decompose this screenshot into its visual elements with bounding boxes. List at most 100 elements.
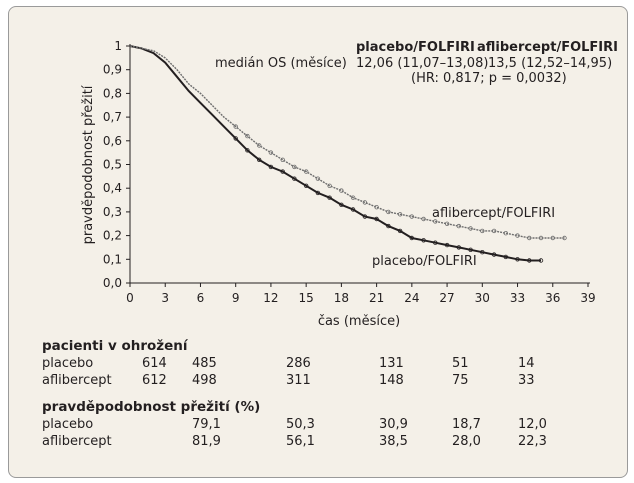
risk-value: 131 [379,356,404,371]
censor-mark-aflibercept [245,133,250,139]
y-tick-label: 0,3 [103,205,122,219]
risk-table-title: pacienti v ohrožení [42,338,188,354]
censor-mark-placebo [527,258,532,263]
censor-mark-placebo [280,169,285,174]
chart-labels: čas (měsíce) pravděpodobnost přežití pla… [81,40,618,329]
censor-mark-placebo [350,207,356,212]
censor-mark-placebo [374,216,379,222]
survival-row-placebo: placebo 79,1 50,3 30,9 18,7 12,0 [42,416,602,433]
censor-mark-placebo [327,195,332,200]
survival-value: 28,0 [452,434,481,449]
annotation-col2-header: aflibercept/FOLFIRI [477,40,618,55]
annotation-hr: (HR: 0,817; p = 0,0032) [411,71,567,86]
annotation-col1-value: 12,06 (11,07–13,08) [356,56,488,71]
x-tick-label: 6 [197,291,205,305]
censor-mark-aflibercept [304,169,309,174]
censor-mark-aflibercept [503,230,508,236]
annotation-col1-header: placebo/FOLFIRI [356,40,475,55]
censor-mark-aflibercept [468,226,473,231]
censor-mark-placebo [421,238,426,243]
censor-mark-placebo [480,249,485,255]
censor-mark-placebo [233,136,238,141]
censor-mark-aflibercept [315,176,321,181]
x-tick-label: 24 [404,291,419,305]
censor-mark-aflibercept [421,216,426,222]
x-tick-label: 15 [299,291,314,305]
censor-mark-placebo [304,183,309,188]
y-tick-label: 1 [114,39,122,53]
censor-mark-aflibercept [491,228,497,234]
x-tick-label: 33 [510,291,525,305]
survival-row-label: placebo [42,417,94,432]
censor-mark-aflibercept [480,228,485,234]
censor-mark-placebo [362,214,368,219]
censor-mark-aflibercept [538,235,544,241]
x-tick-label: 21 [369,291,384,305]
y-axis-label: pravděpodobnost přežití [81,85,96,244]
risk-value: 286 [286,356,311,371]
risk-value: 51 [452,356,469,371]
annotation-col2-value: 13,5 (12,52–14,95) [488,56,612,71]
censor-mark-placebo [538,258,544,263]
censor-mark-placebo [257,157,262,162]
censor-mark-aflibercept [339,188,344,193]
risk-row-label: placebo [42,356,94,371]
censor-mark-placebo [386,223,391,229]
censor-mark-aflibercept [350,195,356,200]
x-axis-label: čas (měsíce) [318,314,400,329]
survival-chart: 0 3 6 9 12 15 18 21 24 27 30 33 36 390,00,10,20,30,40… [81,39,618,329]
censor-mark-aflibercept [374,204,379,210]
risk-value: 485 [192,356,217,371]
survival-table: pravděpodobnost přežití (%) placebo 79,1… [42,399,602,450]
y-tick-label: 0,4 [103,181,122,195]
y-tick-label: 0,7 [103,110,122,124]
x-tick-label: 12 [263,291,278,305]
risk-value: 33 [518,373,535,388]
curve-label-aflibercept: aflibercept/FOLFIRI [432,206,555,221]
censor-mark-aflibercept [386,209,391,215]
censor-mark-aflibercept [515,233,520,238]
x-tick-label: 39 [580,291,595,305]
censor-mark-placebo [315,190,321,196]
censor-mark-aflibercept [233,124,238,129]
risk-table: pacienti v ohrožení placebo 614 485 286 … [42,338,602,389]
survival-value: 56,1 [286,434,315,449]
censor-mark-aflibercept [280,157,285,162]
risk-value: 14 [518,356,535,371]
x-tick-label: 9 [232,291,240,305]
censor-mark-placebo [433,240,438,245]
survival-value: 50,3 [286,417,315,432]
survival-value: 38,5 [379,434,408,449]
risk-value: 311 [286,373,311,388]
y-tick-label: 0,2 [103,229,122,243]
y-tick-label: 0,0 [103,276,122,290]
censor-mark-placebo [397,228,403,234]
survival-value: 30,9 [379,417,408,432]
censor-mark-aflibercept [562,235,567,241]
survival-value: 22,3 [518,434,547,449]
risk-value: 612 [142,373,167,388]
risk-row-label: aflibercept [42,373,112,388]
censor-mark-placebo [409,235,414,241]
censor-mark-aflibercept [409,214,414,219]
censor-mark-placebo [491,252,497,257]
y-tick-label: 0,1 [103,252,122,266]
survival-value: 12,0 [518,417,547,432]
censor-mark-placebo [468,247,473,252]
risk-value: 75 [452,373,469,388]
censor-mark-aflibercept [257,143,262,148]
risk-value: 614 [142,356,167,371]
survival-value: 18,7 [452,417,481,432]
censor-mark-aflibercept [444,221,450,226]
survival-value: 79,1 [192,417,221,432]
chart-axes: 0 3 6 9 12 15 18 21 24 27 30 33 36 390,00,10,20,30,40… [103,39,596,305]
x-tick-label: 3 [161,291,169,305]
censor-mark-aflibercept [362,200,368,205]
censor-mark-aflibercept [268,150,274,155]
censor-mark-placebo [268,164,274,170]
censor-mark-placebo [339,202,344,207]
annotation-row-label: medián OS (měsíce) [215,56,347,71]
censor-mark-aflibercept [456,223,461,229]
curve-label-placebo: placebo/FOLFIRI [372,254,477,269]
risk-value: 498 [192,373,217,388]
